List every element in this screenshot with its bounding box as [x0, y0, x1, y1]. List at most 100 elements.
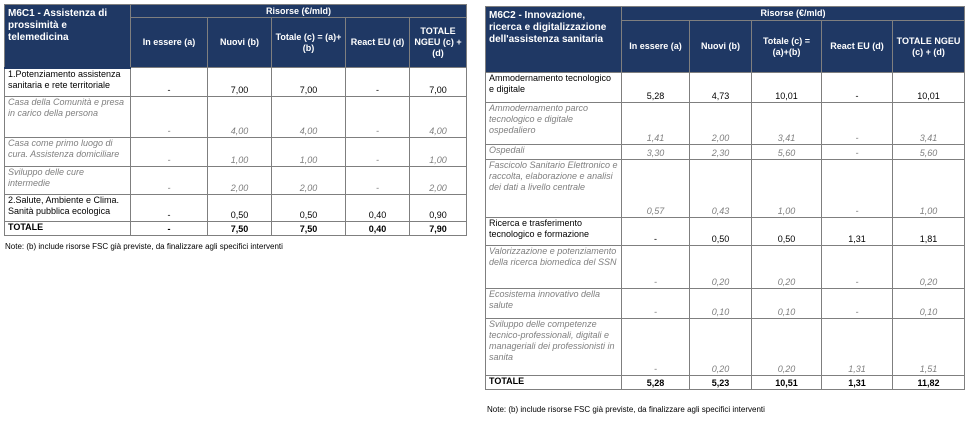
table-row: Fascicolo Sanitario Elettronico e raccol… [485, 159, 965, 218]
table-row: Ospedali 3,30 2,30 5,60 - 5,60 [485, 144, 965, 160]
table-row: Casa come primo luogo di cura. Assistenz… [4, 137, 467, 167]
total-row: TOTALE 5,28 5,23 10,51 1,31 11,82 [485, 375, 965, 390]
cell-c: 10,51 [751, 375, 822, 390]
row-label: 1.Potenziamento assistenza sanitaria e r… [4, 66, 131, 97]
row-label: 2.Salute, Ambiente e Clima. Sanità pubbl… [4, 194, 131, 222]
resources-header: Risorse (€/mld) [621, 6, 965, 21]
col-totale-ngeu: TOTALE NGEU (c) + (d) [892, 20, 965, 73]
cell-d: 0,40 [345, 221, 410, 236]
table-row: Sviluppo delle competenze tecnico-profes… [485, 318, 965, 376]
cell-c: 2,00 [271, 166, 346, 195]
cell-c: 1,00 [751, 159, 822, 218]
cell-d: - [345, 67, 410, 97]
cell-d: - [345, 166, 410, 195]
col-react-eu: React EU (d) [821, 20, 893, 73]
cell-a: - [621, 288, 690, 319]
cell-d: 1,31 [821, 375, 893, 390]
table-row: Ammodernamento parco tecnologico e digit… [485, 102, 965, 145]
cell-b: 2,00 [207, 166, 272, 195]
cell-b: 2,00 [689, 102, 752, 145]
resources-header: Risorse (€/mld) [130, 4, 467, 18]
cell-e: 1,51 [892, 318, 965, 376]
cell-c: 7,00 [271, 67, 346, 97]
row-label: Ammodernamento parco tecnologico e digit… [485, 102, 622, 145]
row-label: Sviluppo delle cure intermedie [4, 166, 131, 195]
cell-a: 5,28 [621, 375, 690, 390]
cell-b: 1,00 [207, 137, 272, 167]
cell-c: 0,50 [751, 217, 822, 246]
cell-e: 4,00 [409, 96, 467, 138]
cell-a: 1,41 [621, 102, 690, 145]
cell-a: - [130, 96, 208, 138]
table-row: 2.Salute, Ambiente e Clima. Sanità pubbl… [4, 194, 467, 222]
cell-d: - [821, 245, 893, 289]
cell-c: 3,41 [751, 102, 822, 145]
table-row: 1.Potenziamento assistenza sanitaria e r… [4, 66, 467, 97]
cell-b: 0,10 [689, 288, 752, 319]
cell-b: 5,23 [689, 375, 752, 390]
cell-c: 1,00 [271, 137, 346, 167]
row-label: Valorizzazione e potenziamento della ric… [485, 245, 622, 289]
cell-a: - [130, 194, 208, 222]
total-row: TOTALE - 7,50 7,50 0,40 7,90 [4, 221, 467, 236]
m6c2-note: Note: (b) include risorse FSC già previs… [487, 405, 765, 414]
table-row: Ammodernamento tecnologico e digitale 5,… [485, 72, 965, 103]
total-label: TOTALE [485, 375, 622, 390]
table-row: Ricerca e trasferimento tecnologico e fo… [485, 217, 965, 246]
cell-c: 5,60 [751, 144, 822, 160]
cell-b: 0,20 [689, 245, 752, 289]
table-row: Casa della Comunità e presa in carico de… [4, 96, 467, 138]
table-row: Valorizzazione e potenziamento della ric… [485, 245, 965, 289]
cell-e: 5,60 [892, 144, 965, 160]
cell-a: 5,28 [621, 72, 690, 103]
col-nuovi: Nuovi (b) [689, 20, 752, 73]
cell-c: 7,50 [271, 221, 346, 236]
cell-b: 0,20 [689, 318, 752, 376]
cell-a: 3,30 [621, 144, 690, 160]
cell-c: 0,20 [751, 245, 822, 289]
m6c1-note: Note: (b) include risorse FSC già previs… [5, 242, 283, 251]
m6c2-table: M6C2 - Innovazione, ricerca e digitalizz… [485, 6, 965, 390]
cell-c: 0,10 [751, 288, 822, 319]
cell-d: 1,31 [821, 217, 893, 246]
row-label: Sviluppo delle competenze tecnico-profes… [485, 318, 622, 376]
cell-e: 0,10 [892, 288, 965, 319]
cell-b: 0,50 [689, 217, 752, 246]
row-label: Ecosistema innovativo della salute [485, 288, 622, 319]
cell-b: 0,50 [207, 194, 272, 222]
cell-e: 1,00 [892, 159, 965, 218]
col-nuovi: Nuovi (b) [207, 17, 272, 68]
cell-e: 1,00 [409, 137, 467, 167]
m6c1-title: M6C1 - Assistenza di prossimità e teleme… [4, 4, 131, 68]
cell-e: 10,01 [892, 72, 965, 103]
row-label: Casa come primo luogo di cura. Assistenz… [4, 137, 131, 167]
col-in-essere: In essere (a) [130, 17, 208, 68]
cell-a: - [130, 67, 208, 97]
cell-e: 1,81 [892, 217, 965, 246]
cell-e: 0,90 [409, 194, 467, 222]
cell-c: 0,20 [751, 318, 822, 376]
cell-a: - [621, 217, 690, 246]
cell-d: - [345, 137, 410, 167]
cell-b: 7,50 [207, 221, 272, 236]
cell-b: 7,00 [207, 67, 272, 97]
cell-d: 0,40 [345, 194, 410, 222]
col-totale: Totale (c) = (a)+(b) [271, 17, 346, 68]
cell-c: 4,00 [271, 96, 346, 138]
table-row: Ecosistema innovativo della salute - 0,1… [485, 288, 965, 319]
cell-e: 2,00 [409, 166, 467, 195]
cell-a: - [130, 221, 208, 236]
cell-b: 0,43 [689, 159, 752, 218]
col-totale-ngeu: TOTALE NGEU (c) + (d) [409, 17, 467, 68]
row-label: Fascicolo Sanitario Elettronico e raccol… [485, 159, 622, 218]
cell-b: 4,73 [689, 72, 752, 103]
cell-e: 7,00 [409, 67, 467, 97]
cell-d: 1,31 [821, 318, 893, 376]
row-label: Ammodernamento tecnologico e digitale [485, 72, 622, 103]
cell-c: 0,50 [271, 194, 346, 222]
m6c1-table: M6C1 - Assistenza di prossimità e teleme… [4, 4, 467, 236]
row-label: Ospedali [485, 144, 622, 160]
cell-a: - [621, 245, 690, 289]
col-totale: Totale (c) = (a)+(b) [751, 20, 822, 73]
cell-d: - [821, 102, 893, 145]
